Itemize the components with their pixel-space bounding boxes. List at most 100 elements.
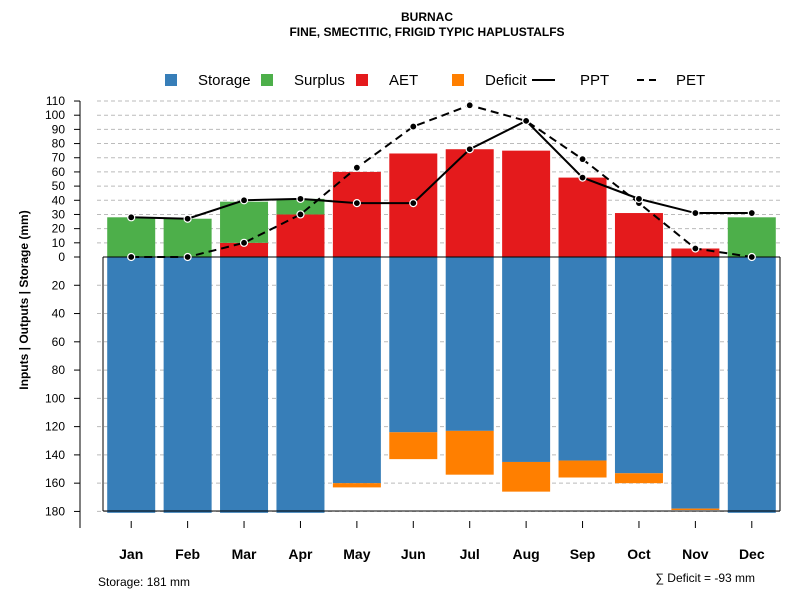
legend-swatch-storage xyxy=(165,74,177,86)
deficit-bar xyxy=(445,430,494,475)
surplus-bar xyxy=(276,198,325,215)
y-tick-label: 40 xyxy=(52,193,66,207)
y-tick-label: 60 xyxy=(52,335,66,349)
y-tick-label: 0 xyxy=(58,250,65,264)
y-tick-label: 100 xyxy=(45,108,65,122)
legend-swatch-deficit xyxy=(452,74,464,86)
y-tick-label: 80 xyxy=(52,363,66,377)
y-tick-label: 20 xyxy=(52,278,66,292)
pet-point xyxy=(183,252,192,262)
ppt-point xyxy=(183,214,192,223)
legend-label-storage: Storage xyxy=(198,72,251,89)
y-tick-label: 10 xyxy=(52,236,66,250)
x-tick-label: Jun xyxy=(401,546,426,562)
x-tick-label: Jan xyxy=(119,546,143,562)
x-tick-label: Oct xyxy=(627,546,651,562)
y-tick-label: 120 xyxy=(45,420,65,434)
pet-point xyxy=(352,163,361,172)
aet-bar xyxy=(332,171,381,257)
x-tick-label: Nov xyxy=(682,546,709,562)
x-tick-label: Aug xyxy=(513,546,540,562)
surplus-bar xyxy=(107,217,156,257)
deficit-note: ∑ Deficit = -93 mm xyxy=(655,571,755,585)
x-tick-label: May xyxy=(343,546,370,562)
bars-layer xyxy=(102,149,781,513)
ppt-point xyxy=(691,208,700,218)
ppt-line xyxy=(131,119,752,220)
y-tick-label: 30 xyxy=(52,207,66,221)
pet-point xyxy=(409,122,418,131)
storage-bar xyxy=(276,257,325,513)
storage-bar xyxy=(614,257,663,474)
y-tick-label: 90 xyxy=(52,122,66,136)
x-tick-label: Dec xyxy=(739,546,765,562)
y-tick-label: 50 xyxy=(52,179,66,193)
pet-point xyxy=(239,238,249,247)
ppt-point xyxy=(352,199,361,208)
ppt-point xyxy=(296,194,305,203)
y-tick-label: 60 xyxy=(52,165,66,179)
legend-label-pet: PET xyxy=(676,72,705,89)
y-tick-label: 110 xyxy=(46,94,65,108)
aet-bar xyxy=(558,177,607,257)
ppt-point xyxy=(127,213,136,222)
x-tick-label: Jul xyxy=(460,546,480,562)
pet-point xyxy=(296,210,305,219)
ppt-point xyxy=(239,196,249,205)
pet-point xyxy=(691,244,700,253)
y-tick-label: 100 xyxy=(45,391,65,405)
ppt-point xyxy=(409,199,418,208)
pet-point xyxy=(578,155,587,164)
lines-layer xyxy=(127,101,756,262)
aet-bar xyxy=(614,213,663,257)
y-tick-label: 40 xyxy=(52,307,66,321)
y-axis-label: Inputs | Outputs | Storage (mm) xyxy=(17,210,31,389)
storage-bar xyxy=(671,257,720,509)
pet-point xyxy=(747,252,756,262)
storage-note: Storage: 181 mm xyxy=(98,575,190,589)
chart-title: BURNAC xyxy=(401,10,453,24)
storage-bar xyxy=(220,257,269,513)
y-tick-label: 80 xyxy=(52,137,66,151)
pet-point xyxy=(465,101,474,110)
y-tick-label: 140 xyxy=(45,448,65,462)
x-tick-label: Sep xyxy=(570,546,596,562)
pet-point xyxy=(127,252,136,262)
legend-label-ppt: PPT xyxy=(580,72,609,89)
legend-label-aet: AET xyxy=(389,72,418,89)
legend-label-surplus: Surplus xyxy=(294,72,345,89)
ppt-point xyxy=(522,116,531,125)
storage-bar xyxy=(107,257,156,513)
ppt-point xyxy=(578,173,587,182)
storage-bar xyxy=(502,257,551,462)
surplus-bar xyxy=(220,201,269,243)
x-tick-label: Mar xyxy=(232,546,257,562)
deficit-bar xyxy=(671,508,720,511)
storage-bar xyxy=(332,257,381,484)
deficit-bar xyxy=(614,473,663,484)
y-tick-label: 20 xyxy=(52,222,66,236)
ppt-point xyxy=(465,145,474,154)
legend-swatch-aet xyxy=(356,74,368,86)
legend: Storage Surplus AET Deficit PPT PET xyxy=(165,72,705,89)
storage-bar xyxy=(389,257,438,433)
aet-bar xyxy=(671,248,720,257)
aet-bar xyxy=(276,214,325,257)
storage-bar xyxy=(163,257,212,513)
deficit-bar xyxy=(558,460,607,478)
deficit-bar xyxy=(332,483,381,488)
legend-swatch-surplus xyxy=(261,74,273,86)
y-tick-label: 160 xyxy=(45,476,65,490)
deficit-bar xyxy=(389,432,438,460)
pet-line xyxy=(131,104,752,258)
x-tick-label: Apr xyxy=(288,546,313,562)
legend-label-deficit: Deficit xyxy=(485,72,528,89)
ppt-point xyxy=(634,194,644,203)
x-tick-label: Feb xyxy=(175,546,200,562)
storage-bar xyxy=(727,257,776,513)
y-tick-label: 180 xyxy=(45,504,65,518)
axes-layer: 0102030405060708090100110204060801001201… xyxy=(45,94,765,562)
aet-bar xyxy=(220,242,269,257)
aet-bar xyxy=(502,150,551,257)
